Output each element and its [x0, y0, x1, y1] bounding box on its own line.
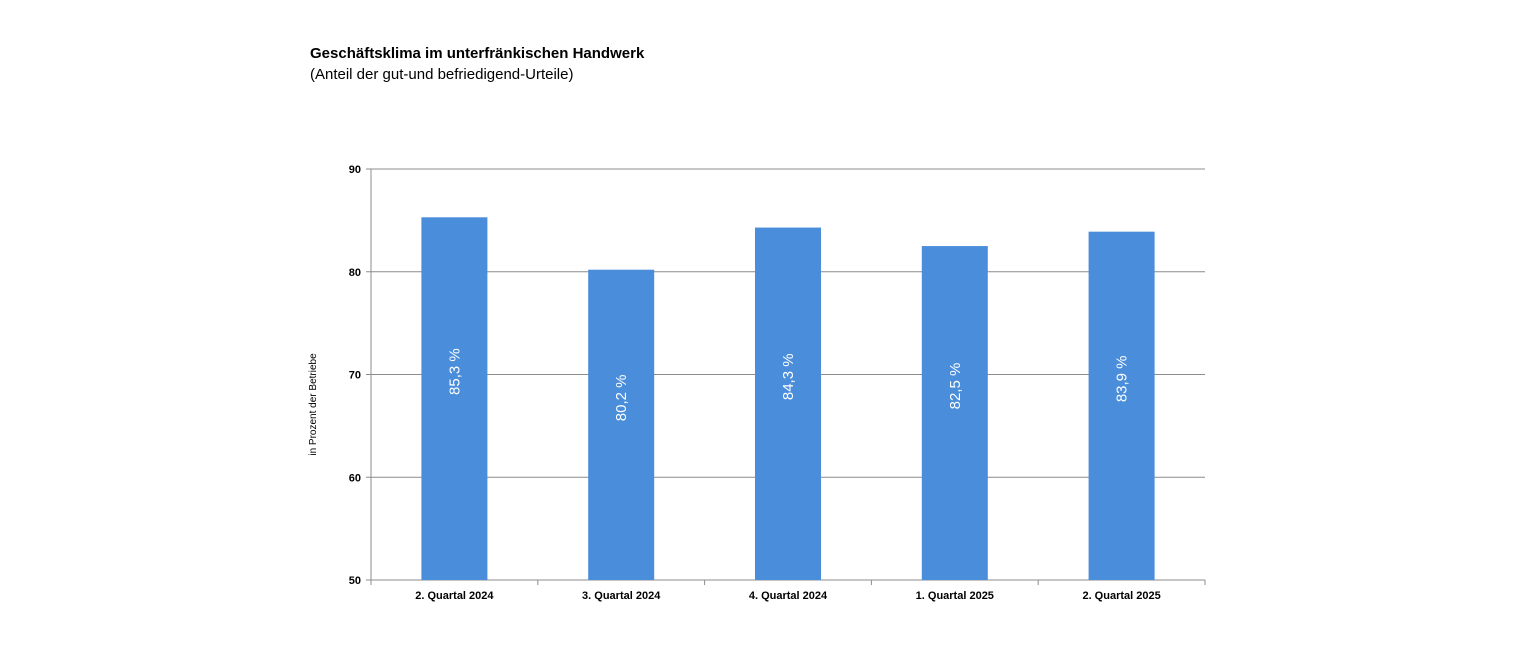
data-label: 85,3 %	[446, 348, 463, 395]
bar	[421, 217, 488, 581]
x-tick-label: 2. Quartal 2024	[415, 590, 494, 602]
y-tick-label: 60	[349, 472, 361, 484]
chart-subtitle: (Anteil der gut-und befriedigend-Urteile…	[310, 66, 574, 83]
data-label: 80,2 %	[613, 374, 630, 421]
chart-title: Geschäftsklima im unterfränkischen Handw…	[310, 45, 645, 62]
bar	[755, 227, 821, 580]
bar	[921, 246, 988, 580]
y-axis-label: in Prozent der Betriebe	[308, 353, 319, 456]
x-tick-label: 4. Quartal 2024	[749, 590, 828, 602]
y-tick-label: 80	[349, 267, 361, 279]
data-label: 83,9 %	[1114, 355, 1131, 402]
bar	[588, 269, 655, 580]
data-label: 84,3 %	[780, 353, 797, 400]
y-tick-label: 50	[349, 575, 361, 587]
bar	[1088, 231, 1155, 581]
x-tick-label: 1. Quartal 2025	[916, 590, 994, 602]
y-tick-label: 90	[349, 164, 361, 176]
x-tick-label: 3. Quartal 2024	[582, 590, 661, 602]
data-label: 82,5 %	[947, 363, 964, 410]
y-tick-label: 70	[349, 370, 361, 382]
x-tick-label: 2. Quartal 2025	[1082, 590, 1160, 602]
